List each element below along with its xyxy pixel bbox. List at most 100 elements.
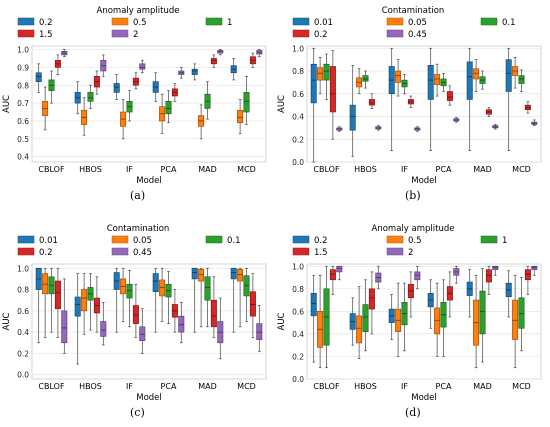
chart-panel-2: Contamination 0.01 0.05 0.1 0.2 0.45 0.0 0.2 0.4… xyxy=(277,6,542,186)
chart-panel-1: Anomaly amplitude 0.2 0.5 1 1.5 2 0.4 0.5 0.6 0.7… xyxy=(2,6,267,186)
legend-label: 0.1 xyxy=(227,236,241,246)
box-cblof-0.5 xyxy=(42,86,49,131)
legend-swatch xyxy=(292,235,310,244)
y-tick-label: 0.0 xyxy=(292,375,304,384)
legend-label: 2 xyxy=(408,248,413,258)
legend-label: 0.45 xyxy=(408,30,427,40)
box-hbos-0.5 xyxy=(81,97,88,136)
box-mcd-0.2 xyxy=(249,273,256,338)
y-axis-label: AUC xyxy=(2,312,12,330)
box-mcd-0.1 xyxy=(518,69,525,92)
box-body xyxy=(512,299,519,340)
box-body xyxy=(210,58,217,65)
plot-frame xyxy=(31,45,267,163)
y-tick-label: 0.8 xyxy=(17,286,29,295)
box-body xyxy=(237,109,244,124)
box-body xyxy=(368,99,375,106)
box-body xyxy=(42,273,49,295)
box-body xyxy=(74,296,81,317)
x-tick-label: PCA xyxy=(436,382,452,391)
box-body xyxy=(329,66,336,113)
box-mcd-2 xyxy=(531,265,538,276)
legend-swatch xyxy=(292,29,310,38)
box-mcd-0.2 xyxy=(230,58,237,81)
box-body xyxy=(191,267,198,280)
box-body xyxy=(323,63,330,81)
box-body xyxy=(54,280,61,310)
y-tick-label: 0.2 xyxy=(17,349,29,358)
legend-title: Anomaly amplitude xyxy=(97,6,180,16)
box-mad-0.5 xyxy=(198,104,205,140)
box-if-0.01 xyxy=(113,267,120,333)
box-body xyxy=(100,321,107,337)
legend-label: 0.5 xyxy=(133,18,147,28)
box-body xyxy=(139,63,146,70)
box-hbos-1.5 xyxy=(93,70,100,95)
box-if-1.5 xyxy=(132,72,139,90)
box-mad-0.01 xyxy=(191,267,198,333)
legend-label: 1 xyxy=(502,236,507,246)
x-tick-label: PCA xyxy=(161,382,177,391)
box-mad-1.5 xyxy=(485,265,492,295)
x-tick-label: IF xyxy=(126,382,133,391)
box-hbos-1 xyxy=(87,84,94,109)
box-mad-0.1 xyxy=(204,267,211,328)
box-hbos-2 xyxy=(375,265,382,290)
x-axis-label: Model xyxy=(411,393,437,403)
x-axis-label: Model xyxy=(136,393,162,403)
box-mad-0.1 xyxy=(479,70,486,90)
box-pca-1.5 xyxy=(171,83,178,102)
box-body xyxy=(356,315,363,344)
box-if-2 xyxy=(139,59,146,74)
legend-swatch xyxy=(386,235,404,244)
x-tick-label: MAD xyxy=(473,165,492,174)
box-mcd-1.5 xyxy=(524,265,531,295)
legend-title: Contamination xyxy=(382,6,445,16)
legend-swatch xyxy=(111,29,129,38)
box-body xyxy=(531,265,538,270)
x-tick-label: HBOS xyxy=(354,165,377,174)
box-body xyxy=(349,104,356,131)
box-pca-0.05 xyxy=(159,267,166,322)
box-mad-0.2 xyxy=(210,276,217,338)
box-if-0.2 xyxy=(113,74,120,100)
box-if-0.2 xyxy=(132,283,139,338)
box-hbos-0.2 xyxy=(93,276,100,333)
box-mcd-0.05 xyxy=(512,57,519,89)
y-tick-label: 0.6 xyxy=(292,90,304,99)
box-if-0.2 xyxy=(388,294,395,340)
y-tick-label: 0.4 xyxy=(292,330,304,339)
box-if-0.5 xyxy=(120,99,127,140)
box-cblof-1.5 xyxy=(329,265,336,295)
y-tick-label: 0.0 xyxy=(17,371,29,380)
box-body xyxy=(446,91,453,101)
box-body xyxy=(466,61,473,100)
chart-panel-4: Anomaly amplitude 0.2 0.5 1 1.5 2 0.0 0.2 0.4 0.6… xyxy=(277,224,542,403)
legend-label: 0.05 xyxy=(133,236,152,246)
legend-swatch xyxy=(386,29,404,38)
box-mad-0.45 xyxy=(217,297,224,360)
box-mad-0.5 xyxy=(473,274,480,369)
box-pca-0.01 xyxy=(152,267,159,333)
box-pca-0.05 xyxy=(434,63,441,97)
x-tick-label: PCA xyxy=(436,165,452,174)
box-pca-1.5 xyxy=(446,271,453,318)
x-tick-label: PCA xyxy=(161,165,177,174)
legend-swatch xyxy=(111,17,129,26)
box-body xyxy=(524,269,531,281)
box-mad-0.01 xyxy=(466,47,473,151)
y-tick-label: 0.6 xyxy=(17,307,29,316)
box-cblof-0.01 xyxy=(310,47,317,163)
legend-swatch xyxy=(480,235,498,244)
legend-swatch xyxy=(17,17,35,26)
box-if-0.05 xyxy=(395,59,402,97)
x-tick-label: IF xyxy=(126,165,133,174)
box-body xyxy=(113,83,120,93)
legend-swatch xyxy=(111,235,129,244)
legend-swatch xyxy=(17,247,35,256)
legend-label: 0.2 xyxy=(314,236,328,246)
box-hbos-1.5 xyxy=(368,271,375,335)
box-mcd-0.01 xyxy=(230,267,237,333)
legend-title: Contamination xyxy=(107,224,170,234)
y-axis-label: AUC xyxy=(2,95,12,113)
